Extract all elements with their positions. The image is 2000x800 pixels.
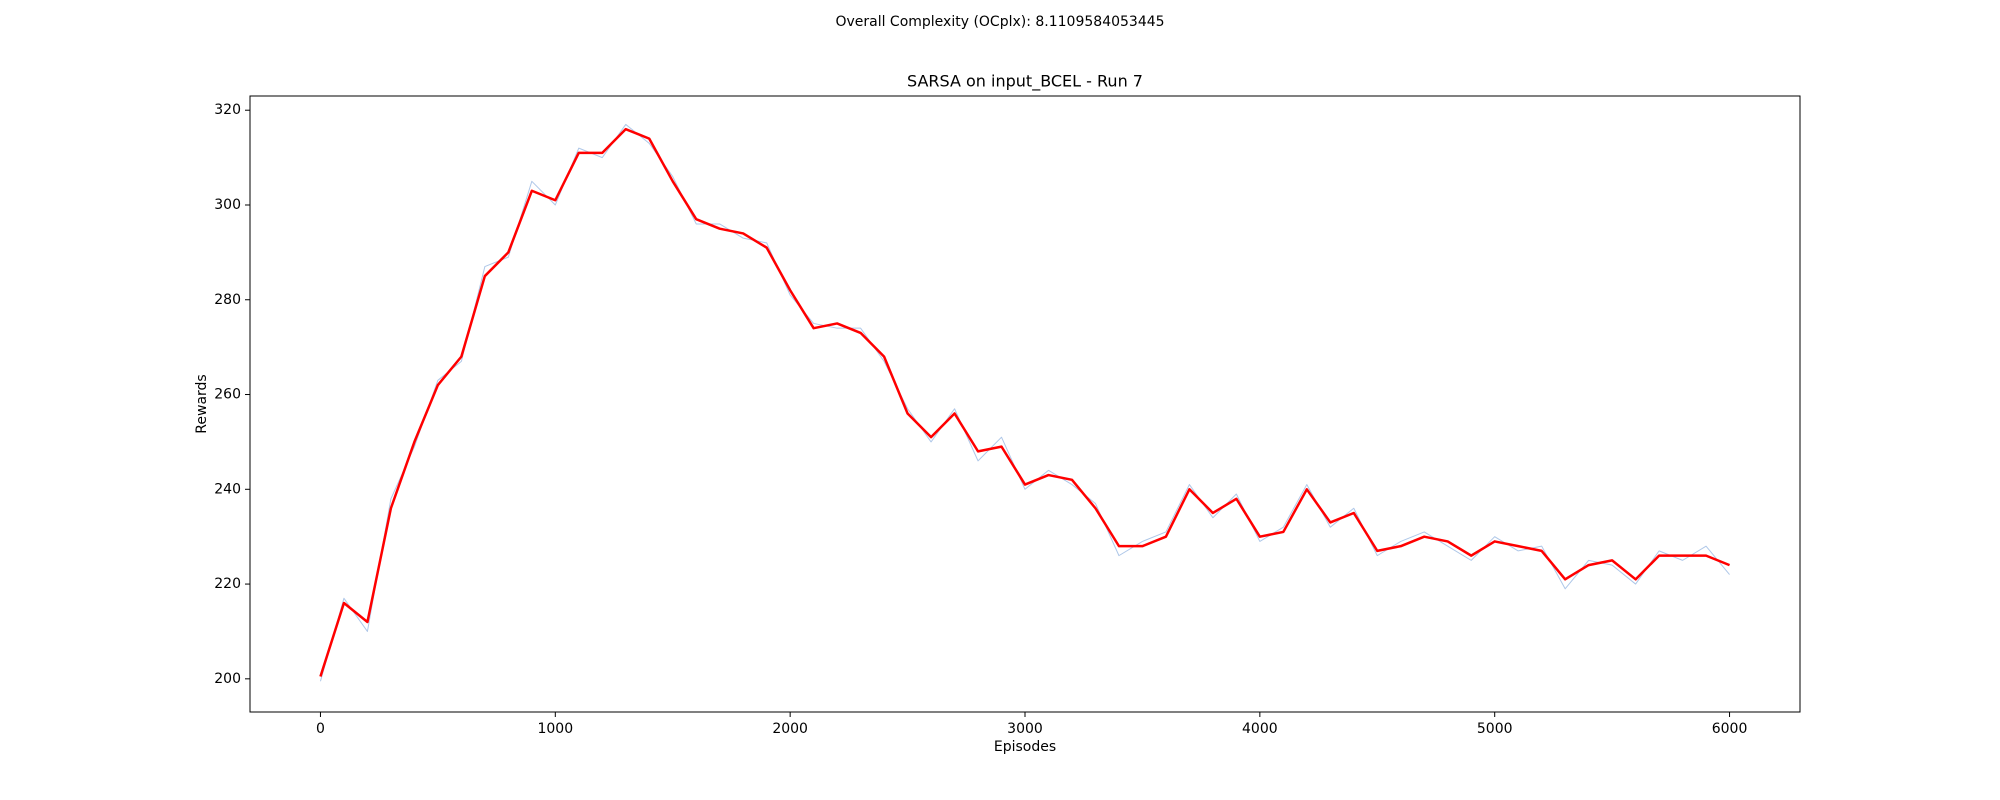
series-line: [319, 127, 1731, 677]
x-tick-label: 6000: [1712, 721, 1748, 737]
y-tick-label: 300: [214, 197, 241, 213]
x-tick-label: 2000: [772, 721, 808, 737]
x-tick-label: 4000: [1242, 721, 1278, 737]
x-tick-label: 3000: [1007, 721, 1043, 737]
y-tick-label: 280: [214, 292, 241, 308]
x-tick-label: 0: [316, 721, 325, 737]
y-tick-label: 260: [214, 387, 241, 403]
x-axis-label: Episodes: [994, 739, 1056, 755]
y-tick-label: 240: [214, 481, 241, 497]
y-tick-label: 320: [214, 102, 241, 118]
plot-frame: [249, 95, 1801, 713]
x-tick-label: 5000: [1477, 721, 1513, 737]
y-tick-label: 200: [214, 671, 241, 687]
y-tick-label: 220: [214, 576, 241, 592]
suptitle: Overall Complexity (OCplx): 8.1109584053…: [835, 14, 1164, 30]
y-axis-label: Rewards: [194, 374, 210, 433]
series-line: [319, 123, 1730, 682]
x-tick-label: 1000: [537, 721, 573, 737]
chart-title: SARSA on input_BCEL - Run 7: [907, 72, 1143, 92]
